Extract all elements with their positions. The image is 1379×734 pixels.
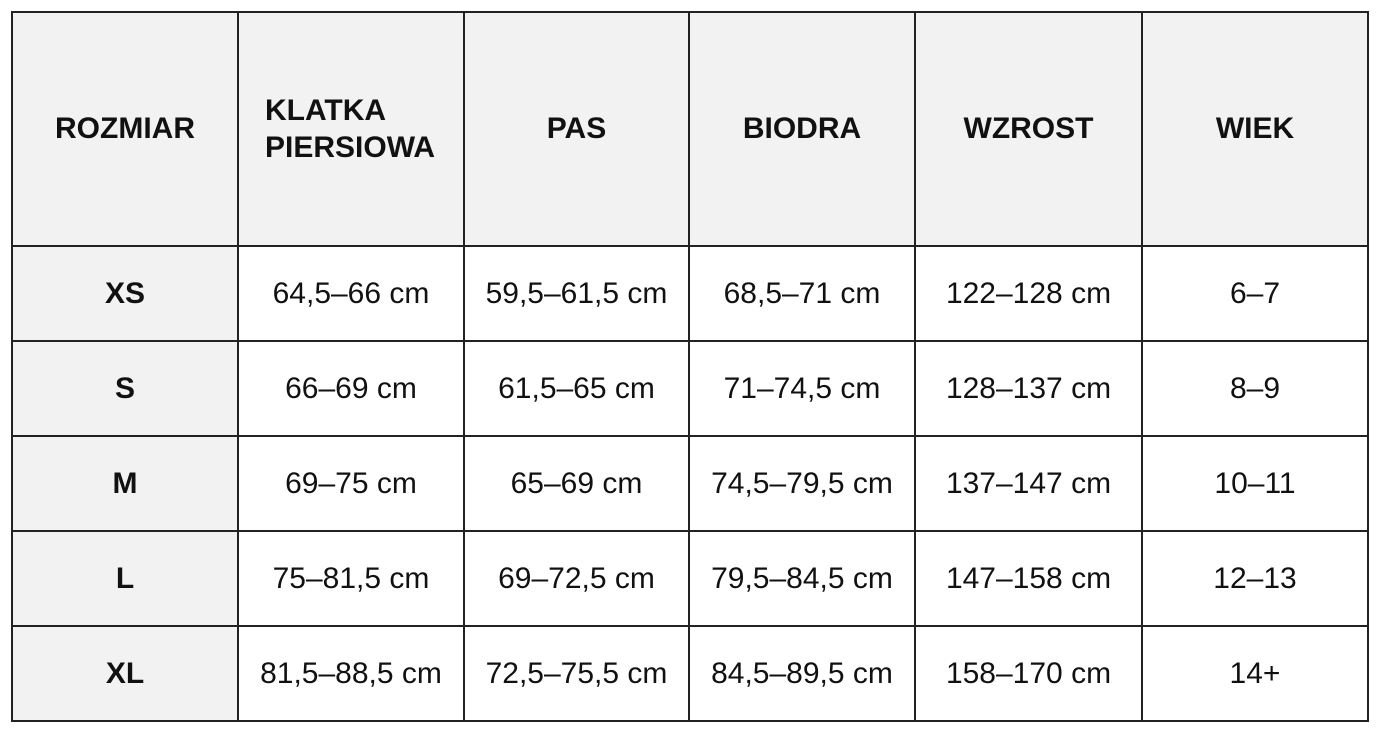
size-cell: XS (11, 245, 239, 342)
hips-cell: 79,5–84,5 cm (688, 530, 916, 627)
age-cell: 8–9 (1141, 340, 1369, 437)
chest-cell: 66–69 cm (237, 340, 465, 437)
age-cell: 10–11 (1141, 435, 1369, 532)
table-row: XL 81,5–88,5 cm 72,5–75,5 cm 84,5–89,5 c… (11, 625, 1369, 722)
hips-cell: 68,5–71 cm (688, 245, 916, 342)
height-cell: 158–170 cm (914, 625, 1143, 722)
waist-cell: 59,5–61,5 cm (463, 245, 690, 342)
size-chart-table: ROZMIAR KLATKA PIERSIOWA PAS BIODRA WZRO… (11, 11, 1369, 722)
hips-cell: 71–74,5 cm (688, 340, 916, 437)
chest-cell: 69–75 cm (237, 435, 465, 532)
height-cell: 122–128 cm (914, 245, 1143, 342)
hips-cell: 84,5–89,5 cm (688, 625, 916, 722)
height-cell: 147–158 cm (914, 530, 1143, 627)
size-cell: M (11, 435, 239, 532)
age-cell: 6–7 (1141, 245, 1369, 342)
header-age: WIEK (1141, 11, 1369, 247)
table-body: XS 64,5–66 cm 59,5–61,5 cm 68,5–71 cm 12… (11, 245, 1369, 722)
size-cell: XL (11, 625, 239, 722)
height-cell: 128–137 cm (914, 340, 1143, 437)
height-cell: 137–147 cm (914, 435, 1143, 532)
header-waist: PAS (463, 11, 690, 247)
table-row: M 69–75 cm 65–69 cm 74,5–79,5 cm 137–147… (11, 435, 1369, 532)
waist-cell: 61,5–65 cm (463, 340, 690, 437)
header-height: WZROST (914, 11, 1143, 247)
age-cell: 12–13 (1141, 530, 1369, 627)
chest-cell: 81,5–88,5 cm (237, 625, 465, 722)
hips-cell: 74,5–79,5 cm (688, 435, 916, 532)
table-row: XS 64,5–66 cm 59,5–61,5 cm 68,5–71 cm 12… (11, 245, 1369, 342)
table-row: S 66–69 cm 61,5–65 cm 71–74,5 cm 128–137… (11, 340, 1369, 437)
header-hips: BIODRA (688, 11, 916, 247)
waist-cell: 65–69 cm (463, 435, 690, 532)
waist-cell: 69–72,5 cm (463, 530, 690, 627)
chest-cell: 75–81,5 cm (237, 530, 465, 627)
header-size: ROZMIAR (11, 11, 239, 247)
waist-cell: 72,5–75,5 cm (463, 625, 690, 722)
chest-cell: 64,5–66 cm (237, 245, 465, 342)
table-row: L 75–81,5 cm 69–72,5 cm 79,5–84,5 cm 147… (11, 530, 1369, 627)
table-header: ROZMIAR KLATKA PIERSIOWA PAS BIODRA WZRO… (11, 11, 1369, 247)
size-cell: L (11, 530, 239, 627)
header-row: ROZMIAR KLATKA PIERSIOWA PAS BIODRA WZRO… (11, 11, 1369, 247)
age-cell: 14+ (1141, 625, 1369, 722)
header-chest: KLATKA PIERSIOWA (237, 11, 465, 247)
size-cell: S (11, 340, 239, 437)
